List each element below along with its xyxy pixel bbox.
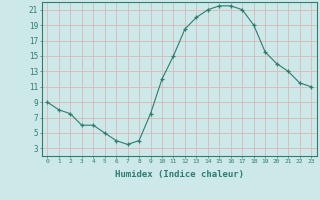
X-axis label: Humidex (Indice chaleur): Humidex (Indice chaleur) (115, 170, 244, 179)
